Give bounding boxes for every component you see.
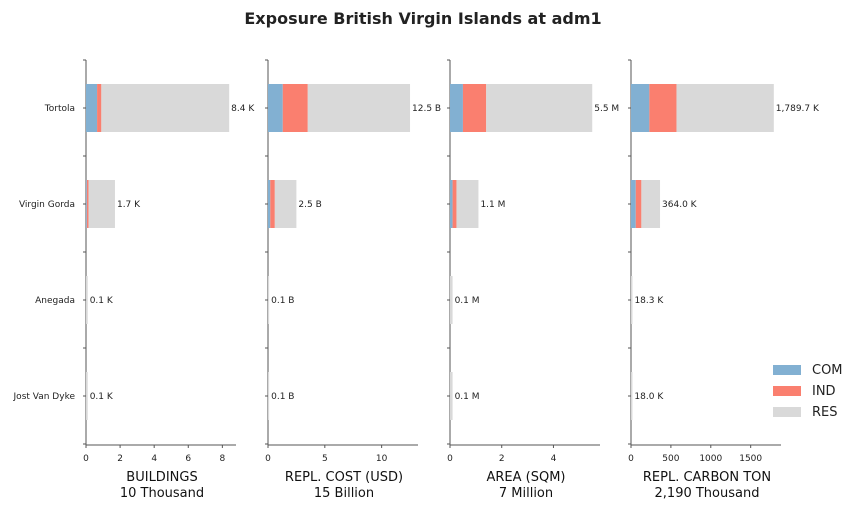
x-tick-label: 6: [185, 454, 191, 464]
legend-swatch-com: [773, 365, 801, 375]
bar-res: [101, 84, 230, 132]
bar-res: [631, 276, 633, 324]
bar-com: [268, 180, 271, 228]
panel-3: 0 500 1000 1500 1,789.7 K 364.0 K 18.3 K 18.0 K…: [628, 59, 820, 501]
bar-res: [641, 180, 661, 228]
bar-ind: [635, 180, 642, 228]
bar-total-label: 1,789.7 K: [776, 104, 820, 114]
bar-total-label: 8.4 K: [231, 104, 255, 114]
bar-total-label: 5.5 M: [594, 104, 619, 114]
x-tick-label: 8: [219, 454, 225, 464]
bar-com: [268, 84, 283, 132]
category-label: Jost Van Dyke: [13, 392, 76, 402]
legend-label-ind: IND: [812, 384, 836, 399]
x-axis-unit-label: 2,190 Thousand: [655, 486, 760, 501]
x-tick-label: 2: [117, 454, 123, 464]
bar-res: [88, 180, 115, 228]
x-tick-label: 1000: [699, 454, 722, 464]
bar-total-label: 1.1 M: [480, 200, 505, 210]
bar-com: [450, 180, 453, 228]
x-tick-label: 1500: [739, 454, 762, 464]
x-axis-title: REPL. COST (USD): [285, 470, 403, 485]
x-axis-title: BUILDINGS: [126, 470, 197, 485]
bar-res: [307, 84, 411, 132]
x-tick-label: 0: [265, 454, 271, 464]
x-axis-unit-label: 15 Billion: [314, 486, 374, 501]
category-label: Virgin Gorda: [19, 200, 75, 210]
bar-total-label: 18.3 K: [634, 296, 664, 306]
x-tick-label: 2: [499, 454, 505, 464]
bar-res: [450, 372, 453, 420]
legend-swatch-res: [773, 407, 801, 417]
bar-total-label: 0.1 K: [90, 392, 114, 402]
category-label: Anegada: [35, 296, 75, 306]
x-tick-label: 5: [322, 454, 328, 464]
bar-com: [86, 84, 98, 132]
bar-total-label: 364.0 K: [662, 200, 698, 210]
bar-ind: [452, 180, 457, 228]
x-axis-unit-label: 10 Thousand: [120, 486, 204, 501]
bar-total-label: 12.5 B: [412, 104, 441, 114]
x-axis-unit-label: 7 Million: [499, 486, 553, 501]
bar-res: [486, 84, 593, 132]
bar-ind: [282, 84, 308, 132]
chart-panels: Tortola Virgin Gorda Anegada Jost Van Dyke 0…: [13, 59, 820, 501]
bar-com: [631, 84, 650, 132]
x-axis-title: REPL. CARBON TON: [643, 470, 771, 485]
legend-label-res: RES: [812, 405, 838, 420]
bar-res: [268, 276, 270, 324]
legend-label-com: COM: [812, 363, 843, 378]
bar-ind: [270, 180, 275, 228]
bar-res: [676, 84, 774, 132]
bar-res: [631, 372, 633, 420]
bar-ind: [649, 84, 677, 132]
chart-legend: COM IND RES: [773, 363, 843, 420]
x-tick-label: 0: [447, 454, 453, 464]
bar-total-label: 0.1 B: [271, 392, 294, 402]
x-tick-label: 500: [662, 454, 679, 464]
bar-total-label: 0.1 M: [455, 392, 480, 402]
bar-res: [274, 180, 297, 228]
panel-1: 0 5 10 12.5 B 2.5 B 0.1 B 0.1 B REPL. COST (USD…: [265, 59, 441, 501]
bar-res: [86, 372, 88, 420]
x-tick-label: 0: [83, 454, 89, 464]
category-label: Tortola: [44, 104, 75, 114]
x-axis-title: AREA (SQM): [486, 470, 565, 485]
chart-title: Exposure British Virgin Islands at adm1: [244, 9, 601, 28]
bar-total-label: 0.1 B: [271, 296, 294, 306]
bar-total-label: 0.1 M: [455, 296, 480, 306]
bar-ind: [462, 84, 487, 132]
bar-total-label: 18.0 K: [634, 392, 664, 402]
bar-total-label: 1.7 K: [117, 200, 141, 210]
bar-ind: [97, 84, 102, 132]
panel-2: 0 2 4 5.5 M 1.1 M 0.1 M 0.1 M AREA (SQM)7 Milli…: [447, 59, 619, 501]
bar-res: [268, 372, 270, 420]
bar-ind: [86, 180, 89, 228]
x-tick-label: 0: [628, 454, 634, 464]
bar-com: [631, 180, 636, 228]
bar-com: [450, 84, 463, 132]
bar-res: [450, 276, 453, 324]
x-tick-label: 4: [551, 454, 557, 464]
x-tick-label: 4: [151, 454, 157, 464]
panel-0: Tortola Virgin Gorda Anegada Jost Van Dyke 0…: [13, 59, 255, 501]
bar-total-label: 0.1 K: [90, 296, 114, 306]
bar-res: [86, 276, 88, 324]
x-tick-label: 10: [376, 454, 388, 464]
bar-com: [86, 180, 87, 228]
bar-res: [456, 180, 479, 228]
bar-total-label: 2.5 B: [298, 200, 321, 210]
legend-swatch-ind: [773, 386, 801, 396]
